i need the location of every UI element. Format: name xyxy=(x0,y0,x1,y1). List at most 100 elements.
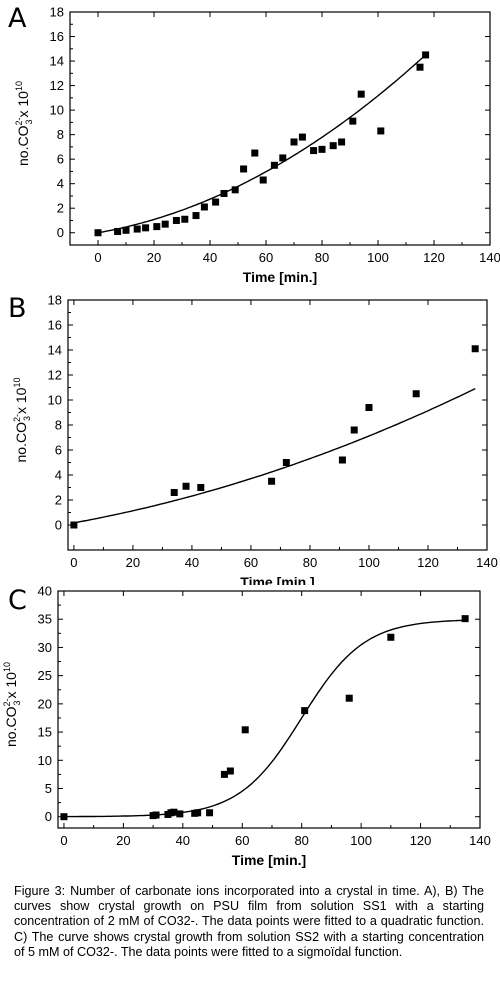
chart-a-data-point xyxy=(133,225,141,233)
chart-c-x-tick-label: 120 xyxy=(410,833,432,848)
chart-a-x-tick-label: 60 xyxy=(259,250,273,265)
chart-b-x-tick-label: 140 xyxy=(476,555,498,570)
chart-a-data-point xyxy=(231,186,239,194)
chart-b-data-point xyxy=(170,489,178,496)
chart-b-y-tick-label: 4 xyxy=(55,468,62,483)
chart-a-y-tick-label: 0 xyxy=(57,225,64,240)
chart-b-data-point xyxy=(182,482,190,490)
chart-a: 0 20 40 60 80 100 120 140 0 2 4 6 8 10 12 14 16 18 Time [m… xyxy=(14,5,500,286)
chart-a-data-point xyxy=(422,51,430,59)
chart-a-y-tick-label: 6 xyxy=(57,152,64,167)
chart-a-x-tick-label: 0 xyxy=(94,250,101,265)
chart-a-data-point xyxy=(338,138,346,146)
chart-b-data-point xyxy=(282,459,290,466)
chart-c-data-point xyxy=(170,808,178,816)
chart-a-y-tick-label: 18 xyxy=(50,5,64,20)
chart-c-data-point xyxy=(301,707,309,715)
chart-a-data-point xyxy=(153,223,161,231)
chart-a-y-axis-title: no.CO2-3x 1010 xyxy=(14,81,34,166)
chart-panel-b: B 0 20 40 60 80 100 120 140 0 2 4 6 8 10 12 14 16 18 Time … xyxy=(0,290,500,586)
chart-b-y-tick-label: 14 xyxy=(48,343,62,358)
chart-a-data-point xyxy=(172,216,180,224)
panel-label-b: B xyxy=(8,293,27,324)
chart-a-data-point xyxy=(270,161,278,169)
chart-panel-c: C 0 20 40 60 80 100 120 140 0 5 10 15 20 25 30 35 40 Time… xyxy=(0,585,500,875)
chart-c-data-point xyxy=(206,809,214,817)
chart-b-x-tick-label: 20 xyxy=(126,555,140,570)
chart-c-y-tick-label: 40 xyxy=(38,585,52,599)
chart-a-data-point xyxy=(220,189,228,197)
chart-c-data-point xyxy=(461,615,469,623)
chart-b-data-point xyxy=(471,345,479,353)
panel-label-c: C xyxy=(8,585,27,616)
chart-c-y-axis-title: no.CO2-3x 1010 xyxy=(2,662,22,747)
chart-c-plot-frame xyxy=(57,590,481,829)
chart-c-data-point xyxy=(176,810,184,818)
panel-label-a: A xyxy=(8,3,27,34)
chart-a-x-axis-title: Time [min.] xyxy=(243,269,317,285)
chart-b-x-tick-label: 60 xyxy=(244,555,258,570)
chart-a-y-tick-label: 8 xyxy=(57,127,64,142)
chart-b-y-tick-label: 12 xyxy=(48,368,62,383)
chart-a-data-point xyxy=(259,176,267,184)
chart-a-y-tick-label: 10 xyxy=(50,103,64,118)
chart-b-y-tick-label: 10 xyxy=(48,393,62,408)
chart-b-y-axis-title: no.CO2-3x 1010 xyxy=(12,378,32,463)
chart-b-x-tick-label: 100 xyxy=(358,555,380,570)
chart-a-data-point xyxy=(192,212,200,220)
chart-c-data-point xyxy=(220,770,228,778)
chart-a-y-tick-label: 12 xyxy=(50,78,64,93)
chart-b-x-tick-label: 80 xyxy=(303,555,317,570)
chart-a-x-tick-label: 140 xyxy=(479,250,500,265)
chart-c-y-tick-label: 15 xyxy=(38,725,52,740)
chart-b-x-axis-title: Time [min.] xyxy=(240,574,314,585)
chart-c-data-point xyxy=(152,811,160,819)
chart-b-y-tick-label: 6 xyxy=(55,443,62,458)
chart-c-data-point xyxy=(226,767,234,775)
chart-b-data-point xyxy=(365,404,373,411)
chart-c-y-tick-label: 0 xyxy=(45,809,52,824)
chart-b-data-point xyxy=(412,390,420,398)
chart-c-y-tick-label: 35 xyxy=(38,612,52,627)
chart-c-data-point xyxy=(60,813,68,821)
chart-a-data-point xyxy=(416,63,424,71)
chart-b-x-tick-label: 120 xyxy=(417,555,439,570)
chart-c-data-point xyxy=(345,694,353,702)
chart-a-x-tick-label: 20 xyxy=(147,250,161,265)
chart-a-data-point xyxy=(310,147,318,155)
chart-c-x-tick-label: 20 xyxy=(116,833,130,848)
chart-b-plot-frame xyxy=(67,299,488,551)
chart-c-y-tick-label: 30 xyxy=(38,640,52,655)
chart-a-data-point xyxy=(181,215,189,223)
chart-b-data-point xyxy=(197,484,205,491)
chart-b-data-point xyxy=(350,426,358,434)
chart-c-x-axis-title: Time [min.] xyxy=(232,852,306,868)
chart-a-data-point xyxy=(122,226,130,234)
chart-a-x-tick-label: 80 xyxy=(315,250,329,265)
chart-panel-a: A 0 20 40 60 80 100 120 140 0 2 4 6 8 10 12 14 16 18 Time … xyxy=(0,0,500,290)
chart-c-x-tick-label: 0 xyxy=(60,833,67,848)
chart-c-x-tick-label: 80 xyxy=(294,833,308,848)
chart-a-fit-curve xyxy=(97,54,427,234)
chart-a-data-point xyxy=(212,198,220,206)
chart-c-x-tick-label: 40 xyxy=(176,833,190,848)
chart-c-data-point xyxy=(387,633,395,641)
chart-c: 0 20 40 60 80 100 120 140 0 5 10 15 20 25 30 35 40 Time [… xyxy=(2,585,491,868)
chart-b-y-tick-label: 8 xyxy=(55,418,62,433)
chart-a-data-point xyxy=(94,229,102,237)
chart-a-data-point xyxy=(290,138,298,146)
chart-a-data-point xyxy=(114,228,122,236)
chart-b-x-tick-label: 40 xyxy=(185,555,199,570)
chart-b-fit-curve xyxy=(73,387,476,524)
chart-a-data-point xyxy=(349,117,357,125)
chart-b-y-tick-label: 16 xyxy=(48,318,62,333)
chart-c-data-point xyxy=(241,726,249,734)
chart-b-y-tick-label: 2 xyxy=(55,493,62,508)
chart-a-x-tick-label: 40 xyxy=(203,250,217,265)
chart-a-data-point xyxy=(318,145,326,153)
chart-a-data-point xyxy=(377,127,385,135)
chart-c-x-tick-label: 100 xyxy=(350,833,372,848)
figure-caption: Figure 3: Number of carbonate ions incor… xyxy=(14,884,484,959)
chart-c-fit-curve xyxy=(63,619,466,818)
chart-a-y-tick-label: 2 xyxy=(57,201,64,216)
